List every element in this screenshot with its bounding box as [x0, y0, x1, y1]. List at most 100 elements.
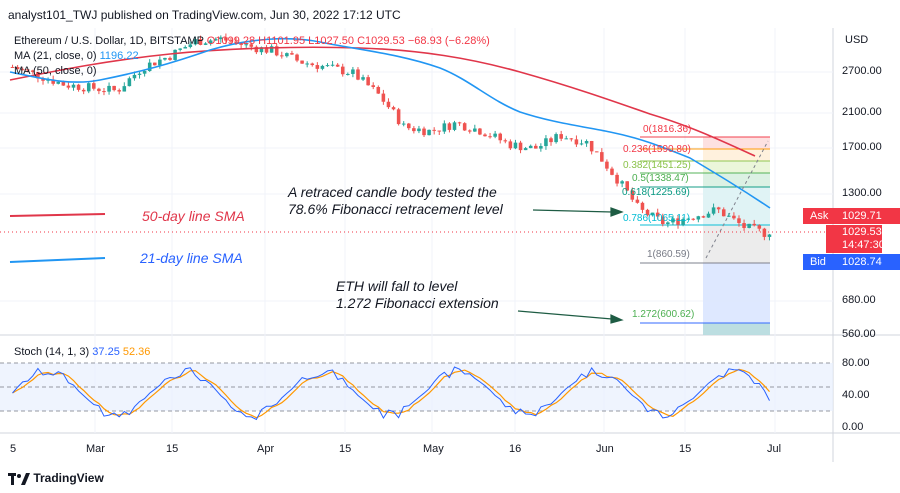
candle-down [366, 77, 370, 86]
ma21-label[interactable]: MA (21, close, 0) [14, 50, 97, 62]
fib-zone-1-1272 [703, 263, 770, 323]
candle-down [386, 101, 391, 108]
candle-down [234, 41, 238, 43]
candle-up [696, 216, 701, 220]
stoch-label[interactable]: Stoch (14, 1, 3) [14, 346, 90, 358]
ma50-label[interactable]: MA (50, close, 0) [14, 65, 97, 77]
candle-up [86, 83, 91, 92]
candle-down [117, 90, 121, 92]
legend-symbol-row: Ethereum / U.S. Dollar, 1D, BITSTAMP O10… [14, 34, 490, 49]
fib-zone-0382-05 [703, 161, 770, 173]
candle-up [544, 138, 548, 147]
candle-down [315, 65, 320, 69]
annotation-arrows [517, 207, 624, 324]
ask-price-tag: Ask 1029.71 [803, 208, 900, 224]
time-tick: 15 [679, 443, 692, 455]
candle-up [681, 219, 685, 225]
price-chart[interactable] [0, 28, 900, 462]
candle-up [747, 223, 751, 228]
retrace-annotation: A retraced candle body tested the 78.6% … [288, 184, 503, 218]
ohlc-close: C1029.53 [357, 35, 405, 47]
candle-up [269, 46, 274, 53]
stoch-k-line [12, 366, 770, 421]
time-tick: Apr [257, 443, 275, 455]
candle-down [31, 70, 35, 72]
candle-down [335, 64, 340, 67]
candle-down [198, 39, 203, 45]
price-tick: 2700.00 [842, 65, 882, 77]
candle-down [655, 212, 660, 217]
candle-down [254, 46, 259, 53]
candle-down [483, 134, 487, 137]
candle-down [81, 89, 86, 92]
fib-zone-05-0618 [703, 173, 770, 187]
candle-down [630, 190, 635, 200]
candle-down [605, 161, 609, 169]
fib-zone-ext [703, 323, 770, 335]
candle-up [417, 128, 421, 132]
candle-down [66, 85, 71, 88]
candle-down [224, 37, 228, 41]
candle-down [676, 218, 680, 225]
tradingview-logo[interactable]: TradingView [8, 471, 104, 485]
ohlc-change: −68.93 (−6.28%) [407, 35, 490, 47]
candle-up [213, 39, 218, 41]
candle-down [51, 79, 55, 84]
candle-up [650, 212, 655, 216]
candle-up [219, 37, 223, 40]
candle-up [178, 48, 182, 50]
candle-up [427, 129, 431, 136]
retrace-annotation-line1: A retraced candle body tested the [288, 184, 497, 200]
candle-down [701, 216, 706, 218]
fib-label-0236: 0.236(1590.80) [623, 144, 691, 155]
candle-up [351, 69, 355, 74]
candle-up [285, 53, 289, 57]
candle-up [71, 84, 76, 88]
candle-down [422, 128, 426, 136]
candle-up [320, 65, 325, 69]
candle-down [239, 42, 243, 45]
candle-up [767, 234, 772, 237]
candle-down [498, 133, 502, 141]
publish-header: analyst101_TWJ published on TradingView.… [0, 0, 900, 28]
candle-down [92, 83, 96, 89]
candle-up [346, 73, 350, 75]
stoch-tick: 0.00 [842, 421, 864, 433]
stoch-d-line [12, 368, 770, 419]
currency-label[interactable]: USD [845, 34, 869, 46]
candle-down [396, 109, 401, 125]
candle-down [310, 63, 315, 66]
legend-ma50-row: MA (50, close, 0) [14, 64, 490, 79]
candle-down [462, 123, 467, 131]
price-tick: 680.00 [842, 294, 876, 306]
last-price-tag: 1029.53 14:47:30 [826, 225, 885, 253]
candle-up [193, 39, 198, 45]
candle-up [122, 86, 127, 92]
candle-up [727, 215, 731, 217]
candle-down [635, 199, 640, 203]
sma21-legend-line [9, 257, 106, 263]
time-tick: Jul [767, 443, 782, 455]
bar-countdown: 14:47:30 [842, 239, 885, 251]
candle-down [640, 202, 645, 210]
candle-down [376, 86, 381, 94]
candle-down [391, 107, 396, 110]
candle-down [15, 67, 20, 70]
candle-down [488, 136, 492, 138]
candle-down [503, 140, 508, 142]
candle-up [579, 143, 584, 145]
sma50-legend-line [9, 213, 106, 217]
candle-up [401, 123, 406, 125]
candle-up [127, 78, 132, 87]
candle-up [203, 43, 208, 45]
time-tick: Jun [596, 443, 614, 455]
candle-up [513, 142, 518, 149]
candle-up [142, 70, 147, 74]
candle-up [666, 222, 670, 225]
candle-up [56, 81, 61, 84]
candle-up [132, 74, 137, 79]
stoch-tick: 80.00 [842, 357, 870, 369]
candle-down [97, 88, 101, 92]
stoch-k-value: 37.25 [92, 346, 120, 358]
candle-down [721, 209, 726, 217]
